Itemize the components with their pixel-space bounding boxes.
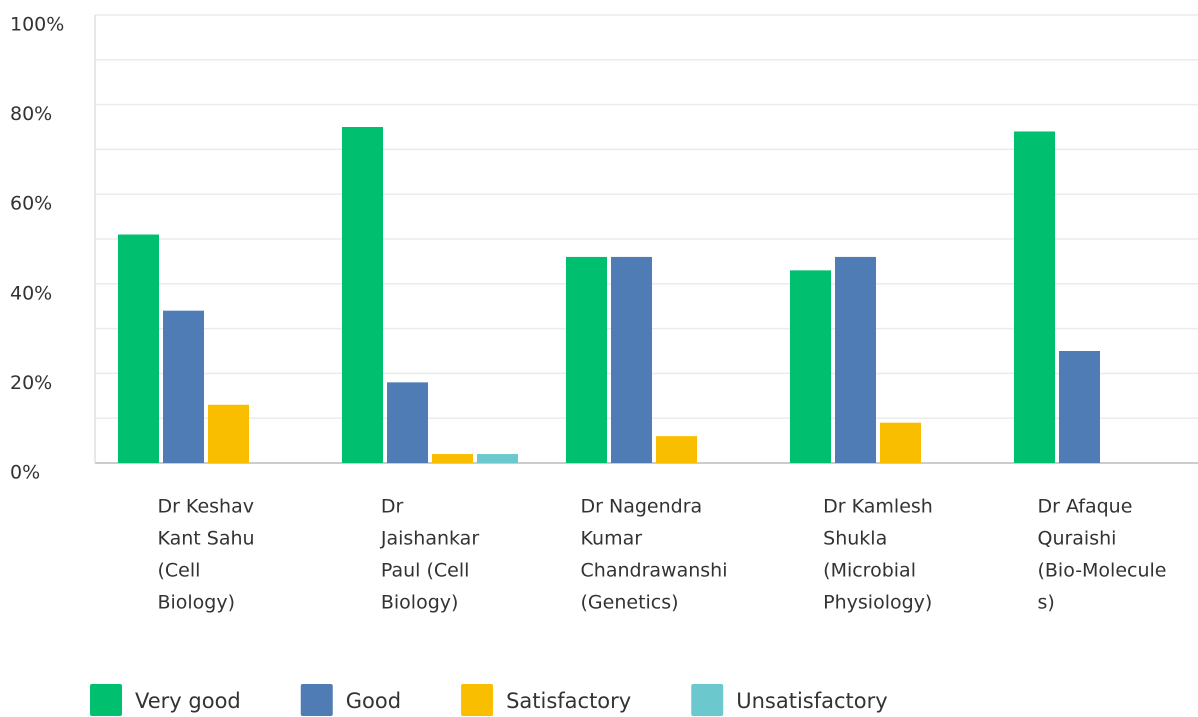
x-tick-label: Jaishankar <box>380 528 479 550</box>
bar <box>1014 131 1055 464</box>
y-tick-label: 60% <box>10 193 52 215</box>
bar <box>387 382 428 463</box>
bar <box>342 127 383 463</box>
bar <box>790 270 831 463</box>
x-tick-label: Paul (Cell <box>381 560 470 582</box>
legend-swatch <box>461 684 494 716</box>
x-tick-label: Dr <box>381 496 404 518</box>
bar <box>118 234 159 463</box>
legend-swatch <box>90 684 122 716</box>
x-tick-label: s) <box>1037 592 1054 614</box>
x-tick-label: Shukla <box>823 528 887 550</box>
legend-label: Good <box>346 689 401 713</box>
legend-label: Satisfactory <box>506 689 631 713</box>
bar <box>1059 351 1100 463</box>
y-tick-label: 100% <box>10 14 64 36</box>
x-tick-label: Kumar <box>581 528 643 550</box>
y-tick-label: 20% <box>10 372 52 394</box>
y-tick-label: 0% <box>10 462 40 484</box>
bar <box>432 454 473 463</box>
x-tick-label: Dr Nagendra <box>581 496 703 518</box>
bar <box>477 454 518 463</box>
x-tick-label: Chandrawanshi <box>581 560 728 582</box>
x-tick-label: Biology) <box>381 592 459 614</box>
legend-swatch <box>300 684 333 716</box>
x-tick-label: (Microbial <box>823 560 916 582</box>
x-tick-label: (Cell <box>157 560 200 582</box>
x-tick-label: Dr Kamlesh <box>823 496 933 518</box>
y-tick-label: 40% <box>10 282 52 304</box>
y-tick-label: 80% <box>10 103 52 125</box>
legend-label: Unsatisfactory <box>736 689 887 713</box>
x-tick-label: Physiology) <box>823 592 932 614</box>
bar <box>835 256 876 463</box>
bar <box>566 256 607 463</box>
bar <box>611 256 652 463</box>
x-tick-label: Dr Afaque <box>1037 496 1132 518</box>
bar <box>208 404 249 463</box>
x-tick-label: Dr Keshav <box>157 496 254 518</box>
x-tick-label: Biology) <box>157 592 235 614</box>
x-tick-label: (Genetics) <box>581 592 679 614</box>
x-tick-label: Quraishi <box>1037 528 1116 550</box>
legend-swatch <box>691 684 724 716</box>
bar <box>656 436 697 463</box>
x-tick-label: Kant Sahu <box>157 528 254 550</box>
bar <box>163 310 204 463</box>
x-tick-label: (Bio-Molecule <box>1037 560 1166 582</box>
bar <box>880 422 921 463</box>
legend-label: Very good <box>135 689 241 713</box>
